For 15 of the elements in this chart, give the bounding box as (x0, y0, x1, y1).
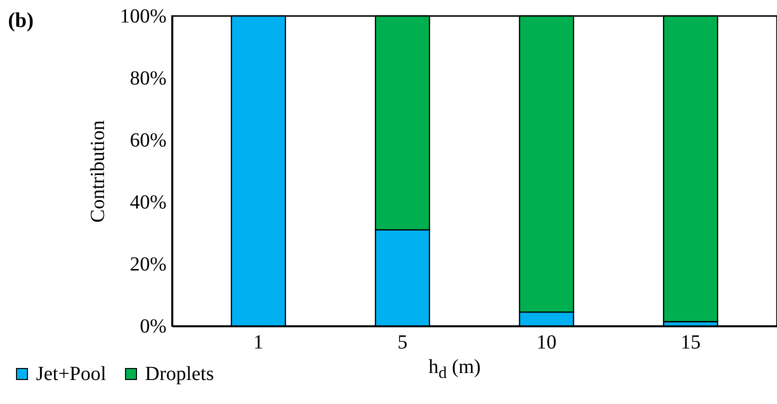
legend-label: Droplets (145, 363, 214, 385)
y-tick-label: 60% (130, 130, 166, 152)
y-tick-label: 0% (140, 316, 166, 338)
x-tick-label: 1 (253, 332, 264, 354)
legend-label: Jet+Pool (36, 363, 107, 385)
y-tick-label: 40% (130, 192, 166, 214)
chart-title: (b) (8, 8, 34, 33)
y-tick-label: 80% (130, 68, 166, 90)
y-tick-label: 100% (120, 6, 166, 28)
x-tick-label: 10 (536, 332, 557, 354)
y-tick-label: 20% (130, 254, 166, 276)
x-tick-label: 15 (680, 332, 701, 354)
x-tick-label: 5 (397, 332, 408, 354)
x-axis-title: h$_{d}$ (m) (428, 356, 481, 383)
y-axis-title: Contribution (86, 120, 109, 223)
